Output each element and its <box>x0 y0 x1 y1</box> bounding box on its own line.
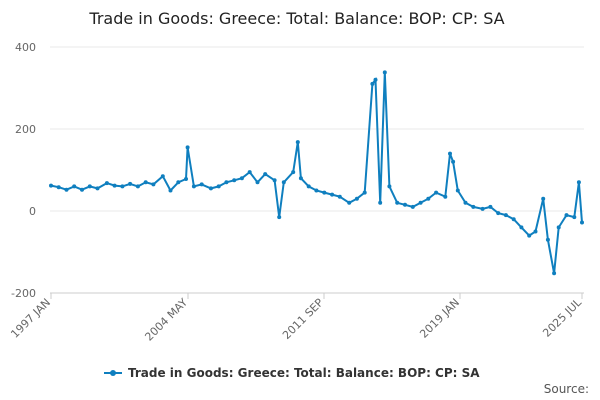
series-point[interactable] <box>239 176 244 181</box>
series-point[interactable] <box>199 182 204 187</box>
series-point[interactable] <box>306 184 311 189</box>
series-point[interactable] <box>480 206 485 211</box>
series-point[interactable] <box>151 182 156 187</box>
series-point[interactable] <box>370 81 375 86</box>
series-point[interactable] <box>378 200 383 205</box>
series-layer <box>49 70 584 276</box>
series-point[interactable] <box>314 188 319 193</box>
series-point[interactable] <box>471 204 476 209</box>
source-label: Source: <box>544 382 589 396</box>
series-point[interactable] <box>455 188 460 193</box>
series-point[interactable] <box>330 192 335 197</box>
series-point[interactable] <box>232 178 237 183</box>
series-point[interactable] <box>382 70 387 75</box>
series-point[interactable] <box>434 190 439 195</box>
x-tick-label: 2011 SEP <box>280 296 326 342</box>
series-point[interactable] <box>488 204 493 209</box>
series-point[interactable] <box>176 180 181 185</box>
series-point[interactable] <box>511 217 516 222</box>
series-point[interactable] <box>72 184 77 189</box>
series-point[interactable] <box>295 140 300 145</box>
series-point[interactable] <box>277 215 282 220</box>
series-point[interactable] <box>95 186 100 191</box>
series-point[interactable] <box>496 211 501 216</box>
series-point[interactable] <box>143 180 148 185</box>
series-points <box>49 70 584 276</box>
series-point[interactable] <box>556 225 561 230</box>
legend-marker-icon <box>110 370 116 376</box>
series-point[interactable] <box>291 170 296 175</box>
series-point[interactable] <box>564 213 569 218</box>
series-point[interactable] <box>160 174 165 179</box>
x-axis-ticks <box>50 293 583 299</box>
series-point[interactable] <box>64 187 69 192</box>
series-point[interactable] <box>224 180 229 185</box>
series-point[interactable] <box>545 237 550 242</box>
series-point[interactable] <box>580 220 584 225</box>
series-point[interactable] <box>104 181 109 186</box>
y-tick-label: 0 <box>29 205 36 218</box>
series-point[interactable] <box>387 184 392 189</box>
series-point[interactable] <box>298 176 303 181</box>
series-point[interactable] <box>463 200 468 205</box>
series-point[interactable] <box>216 184 221 189</box>
series-point[interactable] <box>80 187 84 192</box>
legend[interactable]: Trade in Goods: Greece: Total: Balance: … <box>104 366 480 380</box>
series-point[interactable] <box>451 159 456 164</box>
series-point[interactable] <box>572 215 577 220</box>
series-point[interactable] <box>337 194 342 199</box>
y-tick-label: 200 <box>15 123 36 136</box>
legend-label: Trade in Goods: Greece: Total: Balance: … <box>128 366 480 380</box>
x-tick-label: 2004 MAY <box>142 296 190 344</box>
chart-title: Trade in Goods: Greece: Total: Balance: … <box>88 9 504 28</box>
x-tick-label: 1997 JAN <box>8 296 53 341</box>
series-point[interactable] <box>541 196 546 201</box>
series-line <box>50 72 583 274</box>
series-point[interactable] <box>281 180 286 185</box>
series-point[interactable] <box>410 204 415 209</box>
x-tick-label: 2025 JUL <box>540 295 584 339</box>
series-point[interactable] <box>373 77 378 82</box>
series-point[interactable] <box>443 194 448 199</box>
series-point[interactable] <box>418 200 423 205</box>
series-point[interactable] <box>362 190 367 195</box>
series-point[interactable] <box>533 229 538 234</box>
series-point[interactable] <box>347 200 352 205</box>
series-point[interactable] <box>112 183 117 188</box>
series-point[interactable] <box>247 170 252 175</box>
series-point[interactable] <box>503 213 508 218</box>
series-point[interactable] <box>576 180 581 185</box>
series-point[interactable] <box>263 172 268 177</box>
series-point[interactable] <box>168 188 173 193</box>
series-point[interactable] <box>185 145 190 150</box>
series-point[interactable] <box>255 180 260 185</box>
series-point[interactable] <box>519 225 524 230</box>
series-point[interactable] <box>448 151 452 156</box>
series-point[interactable] <box>184 177 188 181</box>
series-point[interactable] <box>426 196 431 201</box>
series-point[interactable] <box>527 233 532 238</box>
series-point[interactable] <box>403 202 407 207</box>
series-point[interactable] <box>128 181 133 186</box>
y-tick-label: 400 <box>15 41 36 54</box>
series-point[interactable] <box>322 190 327 195</box>
x-axis-tick-labels: 1997 JAN 2004 MAY 2011 SEP 2019 JAN 2025… <box>8 295 584 343</box>
series-point[interactable] <box>208 186 213 191</box>
series-point[interactable] <box>56 185 61 190</box>
y-axis-tick-labels: 400 200 0 -200 <box>11 41 36 300</box>
series-point[interactable] <box>120 184 125 189</box>
y-tick-label: -200 <box>11 287 36 300</box>
series-point[interactable] <box>272 178 277 183</box>
series-point[interactable] <box>87 184 92 189</box>
series-point[interactable] <box>354 196 359 201</box>
series-point[interactable] <box>395 200 400 205</box>
series-point[interactable] <box>552 271 557 276</box>
series-point[interactable] <box>191 184 196 189</box>
series-point[interactable] <box>49 183 53 188</box>
y-gridlines <box>50 46 584 294</box>
x-tick-label: 2019 JAN <box>417 296 462 341</box>
series-point[interactable] <box>135 184 140 189</box>
